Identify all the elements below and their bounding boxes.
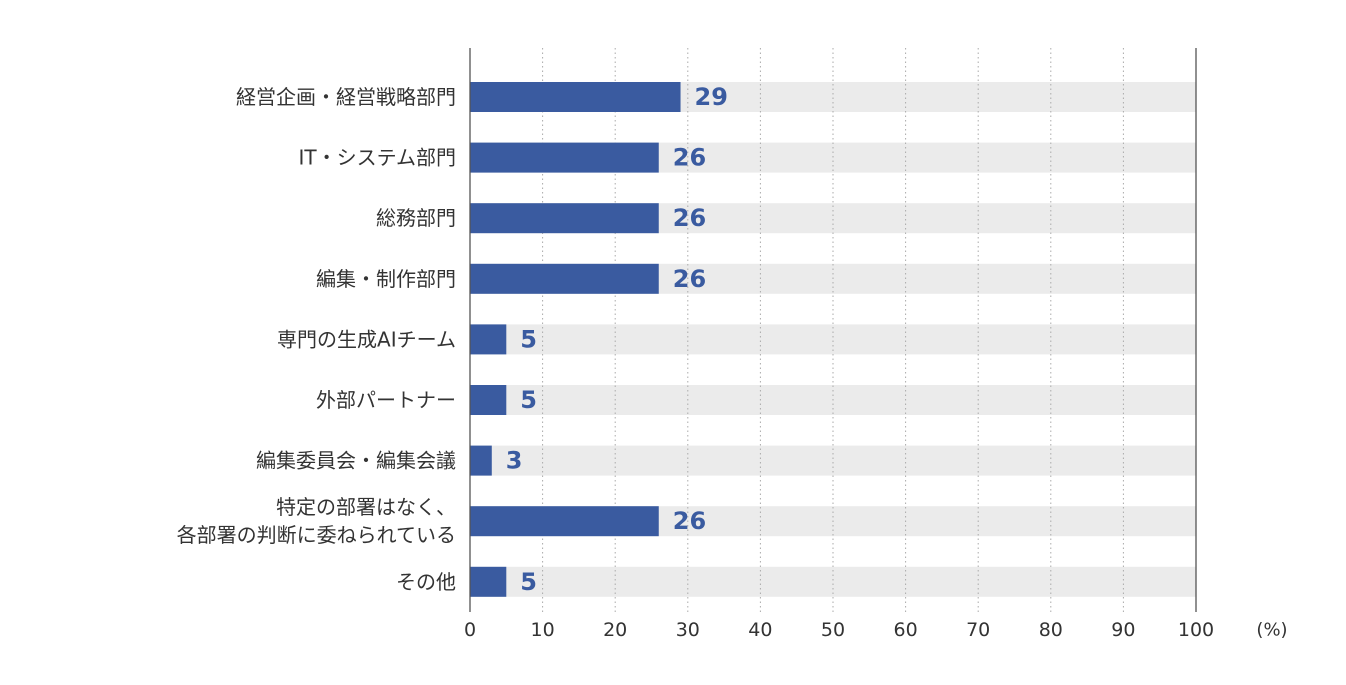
bar: [470, 263, 659, 294]
value-label: 5: [520, 386, 537, 414]
value-label: 29: [695, 83, 728, 111]
bar: [470, 82, 681, 112]
x-tick-label: 70: [966, 619, 990, 641]
value-label: 5: [520, 568, 537, 596]
bar: [470, 324, 507, 355]
bar: [470, 445, 492, 476]
x-tick-label: 0: [464, 619, 476, 641]
value-label: 26: [673, 204, 706, 232]
value-label: 3: [506, 447, 523, 475]
bar: [470, 566, 507, 597]
axes: [469, 48, 1197, 612]
bar-track: [470, 324, 1196, 355]
category-label: その他: [396, 570, 456, 594]
category-label: 編集・制作部門: [316, 267, 456, 291]
category-label: 経営企画・経営戦略部門: [236, 85, 456, 109]
x-tick-labels: 0 10 20 30 40 50 60 70 80 90 100: [464, 619, 1214, 641]
category-label: 外部パートナー: [316, 388, 456, 412]
bars: [470, 82, 681, 597]
x-tick-label: 20: [603, 619, 627, 641]
x-tick-label: 80: [1039, 619, 1063, 641]
value-label: 26: [673, 265, 706, 293]
bar: [470, 142, 659, 173]
value-labels: 29 26 26 26 5 5 3 26 5: [506, 83, 728, 596]
bar-track: [470, 566, 1196, 597]
bar: [470, 203, 659, 234]
bar-track: [470, 445, 1196, 476]
category-label: 特定の部署はなく、: [276, 495, 456, 519]
bar: [470, 506, 659, 537]
category-label: 総務部門: [376, 206, 456, 230]
category-label: IT・システム部門: [298, 146, 456, 170]
bar: [470, 385, 507, 415]
x-unit-label: (%): [1256, 620, 1287, 641]
x-tick-label: 100: [1178, 619, 1214, 641]
category-labels: 経営企画・経営戦略部門 IT・システム部門総務部門編集・制作部門専門の生成AIチー…: [177, 85, 456, 594]
x-tick-label: 10: [531, 619, 555, 641]
x-tick-label: 30: [676, 619, 700, 641]
x-tick-label: 90: [1111, 619, 1135, 641]
x-tick-label: 60: [894, 619, 918, 641]
category-label: 編集委員会・編集会議: [256, 449, 456, 473]
x-tick-label: 50: [821, 619, 845, 641]
value-label: 26: [673, 144, 706, 172]
x-tick-label: 40: [748, 619, 772, 641]
category-label: 各部署の判断に委ねられている: [177, 523, 456, 547]
value-label: 5: [520, 325, 537, 353]
category-label: 専門の生成AIチーム: [277, 327, 456, 351]
value-label: 26: [673, 507, 706, 535]
